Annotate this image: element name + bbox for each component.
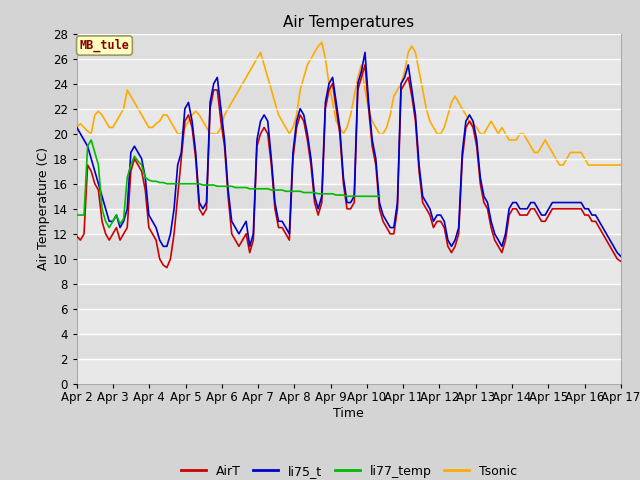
Y-axis label: Air Temperature (C): Air Temperature (C) (37, 147, 50, 270)
Legend: AirT, li75_t, li77_temp, Tsonic: AirT, li75_t, li77_temp, Tsonic (175, 460, 522, 480)
X-axis label: Time: Time (333, 407, 364, 420)
Bar (77, 184, 621, 209)
Bar (77, 259, 621, 284)
Bar (77, 359, 621, 384)
Bar (77, 234, 621, 259)
Text: MB_tule: MB_tule (79, 39, 129, 52)
Bar (77, 309, 621, 334)
Title: Air Temperatures: Air Temperatures (284, 15, 414, 30)
Bar (77, 34, 621, 59)
Bar (77, 284, 621, 309)
Bar (77, 108, 621, 134)
Bar (77, 334, 621, 359)
Bar (77, 209, 621, 234)
Bar (77, 159, 621, 184)
Bar (77, 84, 621, 108)
Bar (77, 134, 621, 159)
Bar (77, 59, 621, 84)
